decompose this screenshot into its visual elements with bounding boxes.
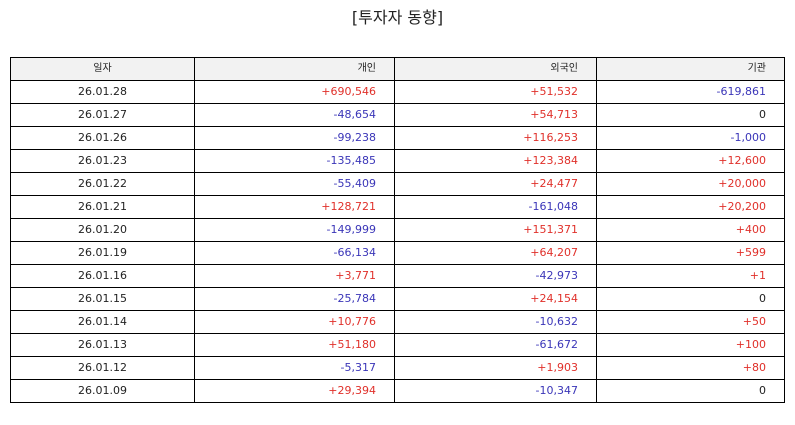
page-title: [투자자 동향]	[351, 8, 444, 27]
table-row: 26.01.26 -99,238 +116,253 -1,000	[10, 126, 785, 150]
cell-institution: +400	[596, 218, 785, 242]
table-row: 26.01.16 +3,771 -42,973 +1	[10, 264, 785, 288]
cell-institution: +20,000	[596, 172, 785, 196]
cell-individual: +51,180	[194, 333, 395, 357]
cell-institution: +1	[596, 264, 785, 288]
cell-foreign: -10,632	[394, 310, 597, 334]
cell-foreign: -61,672	[394, 333, 597, 357]
cell-foreign: +64,207	[394, 241, 597, 265]
cell-institution: -1,000	[596, 126, 785, 150]
cell-foreign: -161,048	[394, 195, 597, 219]
table-row: 26.01.28 +690,546 +51,532 -619,861	[10, 80, 785, 104]
table-row: 26.01.12 -5,317 +1,903 +80	[10, 356, 785, 380]
cell-individual: -135,485	[194, 149, 395, 173]
cell-institution: +50	[596, 310, 785, 334]
cell-individual: +3,771	[194, 264, 395, 288]
cell-institution: +80	[596, 356, 785, 380]
table-row: 26.01.23 -135,485 +123,384 +12,600	[10, 149, 785, 173]
cell-individual: -48,654	[194, 103, 395, 127]
cell-individual: +10,776	[194, 310, 395, 334]
cell-date: 26.01.12	[10, 356, 195, 380]
cell-individual: -5,317	[194, 356, 395, 380]
investor-trend-table: 일자 개인 외국인 기관 26.01.28 +690,546 +51,532 -619…	[10, 57, 785, 403]
cell-foreign: +51,532	[394, 80, 597, 104]
cell-institution: 0	[596, 379, 785, 403]
cell-institution: +20,200	[596, 195, 785, 219]
cell-date: 26.01.26	[10, 126, 195, 150]
cell-date: 26.01.22	[10, 172, 195, 196]
cell-foreign: +116,253	[394, 126, 597, 150]
cell-institution: +12,600	[596, 149, 785, 173]
cell-foreign: +123,384	[394, 149, 597, 173]
cell-institution: +599	[596, 241, 785, 265]
cell-individual: +690,546	[194, 80, 395, 104]
cell-foreign: -10,347	[394, 379, 597, 403]
cell-date: 26.01.09	[10, 379, 195, 403]
cell-date: 26.01.15	[10, 287, 195, 311]
cell-institution: 0	[596, 287, 785, 311]
cell-foreign: -42,973	[394, 264, 597, 288]
table-row: 26.01.14 +10,776 -10,632 +50	[10, 310, 785, 334]
cell-institution: +100	[596, 333, 785, 357]
cell-date: 26.01.21	[10, 195, 195, 219]
table-row: 26.01.27 -48,654 +54,713 0	[10, 103, 785, 127]
table-row: 26.01.21 +128,721 -161,048 +20,200	[10, 195, 785, 219]
cell-individual: -55,409	[194, 172, 395, 196]
cell-foreign: +54,713	[394, 103, 597, 127]
cell-individual: -66,134	[194, 241, 395, 265]
cell-foreign: +24,477	[394, 172, 597, 196]
cell-foreign: +1,903	[394, 356, 597, 380]
cell-date: 26.01.19	[10, 241, 195, 265]
cell-individual: -25,784	[194, 287, 395, 311]
cell-foreign: +24,154	[394, 287, 597, 311]
cell-institution: -619,861	[596, 80, 785, 104]
cell-date: 26.01.16	[10, 264, 195, 288]
cell-date: 26.01.23	[10, 149, 195, 173]
table-row: 26.01.13 +51,180 -61,672 +100	[10, 333, 785, 357]
cell-date: 26.01.14	[10, 310, 195, 334]
column-header-foreign: 외국인	[394, 57, 597, 81]
cell-foreign: +151,371	[394, 218, 597, 242]
table-body: 26.01.28 +690,546 +51,532 -619,861 26.01.27-…	[10, 80, 785, 403]
cell-individual: +29,394	[194, 379, 395, 403]
cell-date: 26.01.20	[10, 218, 195, 242]
column-header-date: 일자	[10, 57, 195, 81]
table-row: 26.01.19 -66,134 +64,207 +599	[10, 241, 785, 265]
table-row: 26.01.09 +29,394 -10,347 0	[10, 379, 785, 403]
table-row: 26.01.15 -25,784 +24,154 0	[10, 287, 785, 311]
cell-individual: +128,721	[194, 195, 395, 219]
table-row: 26.01.22 -55,409 +24,477 +20,000	[10, 172, 785, 196]
cell-individual: -99,238	[194, 126, 395, 150]
cell-date: 26.01.27	[10, 103, 195, 127]
cell-date: 26.01.28	[10, 80, 195, 104]
table-header-row: 일자 개인 외국인 기관	[10, 57, 785, 81]
column-header-individual: 개인	[194, 57, 395, 81]
cell-institution: 0	[596, 103, 785, 127]
cell-date: 26.01.13	[10, 333, 195, 357]
cell-individual: -149,999	[194, 218, 395, 242]
table-row: 26.01.20 -149,999 +151,371 +400	[10, 218, 785, 242]
column-header-institution: 기관	[596, 57, 785, 81]
